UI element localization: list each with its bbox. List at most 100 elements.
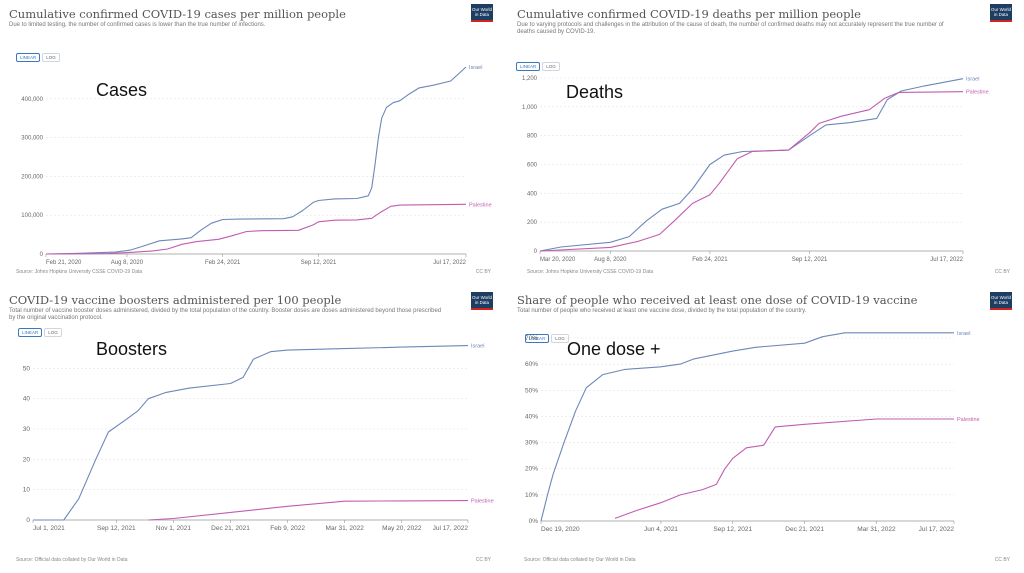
- series-label-palestine: Palestine: [469, 202, 492, 208]
- y-tick-label: 800: [527, 134, 538, 140]
- x-tick-label: Nov 1, 2021: [156, 525, 191, 532]
- y-tick-label: 300,000: [21, 136, 43, 142]
- owid-logo[interactable]: Our World in Data: [471, 4, 493, 22]
- license-label[interactable]: CC BY: [994, 269, 1010, 275]
- series-label-israel: Israel: [957, 331, 970, 337]
- owid-logo[interactable]: Our World in Data: [990, 4, 1012, 22]
- x-tick-label: Mar 20, 2020: [540, 257, 576, 263]
- series-line-palestine: [539, 91, 964, 252]
- y-tick-label: 200: [527, 220, 538, 226]
- x-tick-label: Jul 17, 2022: [930, 257, 963, 263]
- boosters-chart-panel: COVID-19 vaccine boosters administered p…: [0, 288, 505, 573]
- log-toggle[interactable]: LOG: [44, 328, 62, 337]
- series-label-palestine: Palestine: [471, 499, 494, 505]
- source-note: Source: Johns Hopkins University CSSE CO…: [527, 269, 654, 275]
- series-line-israel: [45, 66, 467, 255]
- y-tick-label: 20%: [525, 466, 538, 473]
- one-dose-plot: 0% 10% 20% 30% 40% 50% 60% 70% Dec 19, 2020 Jun 4…: [525, 331, 980, 533]
- scale-toggle: LINEAR LOG: [516, 62, 560, 71]
- deaths-chart-panel: Cumulative confirmed COVID-19 deaths per…: [508, 0, 1024, 285]
- x-tick-label: Dec 19, 2020: [541, 526, 580, 533]
- y-tick-label: 400: [527, 191, 538, 197]
- log-toggle[interactable]: LOG: [551, 334, 569, 343]
- scale-toggle: LINEAR LOG: [18, 328, 62, 337]
- y-tick-label: 600: [527, 163, 538, 169]
- scale-toggle: LINEAR LOG: [525, 334, 569, 343]
- series-label-israel: Israel: [471, 344, 484, 350]
- chart-annotation: Boosters: [96, 339, 168, 359]
- y-tick-label: 20: [23, 456, 31, 463]
- deaths-plot: 0 200 400 600 800 1,000 1,200 Mar 20, 2020 Aug 8…: [522, 76, 989, 263]
- chart-title: Share of people who received at least on…: [517, 293, 918, 307]
- chart-annotation: Deaths: [566, 82, 624, 102]
- license-label[interactable]: CC BY: [475, 557, 491, 563]
- chart-annotation: One dose +: [567, 339, 661, 359]
- y-tick-label: 40: [23, 396, 31, 403]
- x-tick-label: Sep 12, 2021: [713, 526, 752, 533]
- license-label[interactable]: CC BY: [994, 557, 1010, 563]
- x-tick-label: Sep 12, 2021: [301, 260, 337, 266]
- chart-title: Cumulative confirmed COVID-19 cases per …: [9, 7, 346, 21]
- chart-title: COVID-19 vaccine boosters administered p…: [9, 293, 342, 307]
- log-toggle[interactable]: LOG: [42, 53, 60, 62]
- chart-subtitle: Total number of vaccine booster doses ad…: [9, 308, 442, 321]
- y-tick-label: 10: [23, 487, 31, 494]
- x-tick-label: Feb 24, 2021: [205, 260, 241, 266]
- series-label-palestine: Palestine: [957, 417, 980, 423]
- x-tick-label: Mar 31, 2022: [857, 526, 896, 533]
- series-label-israel: Israel: [966, 77, 979, 83]
- chart-annotation: Cases: [96, 80, 148, 100]
- log-toggle[interactable]: LOG: [542, 62, 560, 71]
- y-tick-label: 10%: [525, 492, 538, 499]
- series-label-palestine: Palestine: [966, 90, 989, 96]
- x-tick-label: Mar 31, 2022: [326, 525, 365, 532]
- series-line-palestine: [45, 203, 467, 255]
- y-tick-label: 50%: [525, 387, 538, 394]
- y-tick-label: 30: [23, 426, 31, 433]
- owid-logo[interactable]: Our World in Data: [471, 292, 493, 310]
- x-tick-label: Dec 21, 2021: [785, 526, 824, 533]
- x-tick-label: Aug 8, 2020: [594, 257, 627, 263]
- series-label-israel: Israel: [469, 65, 482, 71]
- y-tick-label: 1,200: [522, 76, 538, 82]
- chart-subtitle: Due to varying protocols and challenges …: [517, 22, 944, 35]
- x-tick-label: Dec 21, 2021: [211, 525, 250, 532]
- source-note: Source: Johns Hopkins University CSSE CO…: [16, 269, 143, 275]
- x-tick-label: Feb 21, 2020: [46, 260, 82, 266]
- license-label[interactable]: CC BY: [475, 269, 491, 275]
- one-dose-chart-panel: Share of people who received at least on…: [508, 288, 1024, 573]
- x-tick-label: Jul 1, 2021: [33, 525, 65, 532]
- y-tick-label: 200,000: [21, 174, 43, 180]
- owid-logo[interactable]: Our World in Data: [990, 292, 1012, 310]
- chart-title: Cumulative confirmed COVID-19 deaths per…: [517, 7, 861, 21]
- x-tick-label: May 20, 2022: [382, 525, 422, 532]
- chart-subtitle: Due to limited testing, the number of co…: [9, 22, 266, 28]
- x-tick-label: Sep 12, 2021: [97, 525, 136, 532]
- y-tick-label: 50: [23, 365, 31, 372]
- x-tick-label: Jun 4, 2021: [644, 526, 678, 533]
- series-line-palestine: [148, 500, 469, 521]
- scale-toggle: LINEAR LOG: [16, 53, 60, 62]
- y-tick-label: 60%: [525, 361, 538, 368]
- y-tick-label: 40%: [525, 413, 538, 420]
- linear-toggle[interactable]: LINEAR: [516, 62, 541, 71]
- source-note: Source: Official data collated by Our Wo…: [16, 557, 128, 563]
- y-tick-label: 1,000: [522, 105, 538, 111]
- y-tick-label: 0: [534, 249, 538, 255]
- cases-plot: 0 100,000 200,000 300,000 400,000 Feb 21, 202…: [21, 65, 492, 266]
- source-note: Source: Official data collated by Our Wo…: [524, 557, 636, 563]
- linear-toggle[interactable]: LINEAR: [525, 334, 550, 343]
- y-tick-label: 400,000: [21, 97, 43, 103]
- series-line-israel: [33, 345, 469, 521]
- x-tick-label: Aug 8, 2020: [111, 260, 144, 266]
- boosters-plot: 0 10 20 30 40 50 Jul 1, 2021 Sep 12, 2021 Nov 1,…: [23, 344, 494, 532]
- linear-toggle[interactable]: LINEAR: [18, 328, 43, 337]
- chart-subtitle: Total number of people who received at l…: [517, 308, 807, 314]
- y-tick-label: 100,000: [21, 213, 43, 219]
- series-line-israel: [540, 332, 954, 522]
- y-tick-label: 0: [26, 517, 30, 524]
- linear-toggle[interactable]: LINEAR: [16, 53, 41, 62]
- series-line-israel: [539, 78, 964, 252]
- y-tick-label: 0: [40, 252, 44, 258]
- x-tick-label: Sep 12, 2021: [792, 257, 828, 263]
